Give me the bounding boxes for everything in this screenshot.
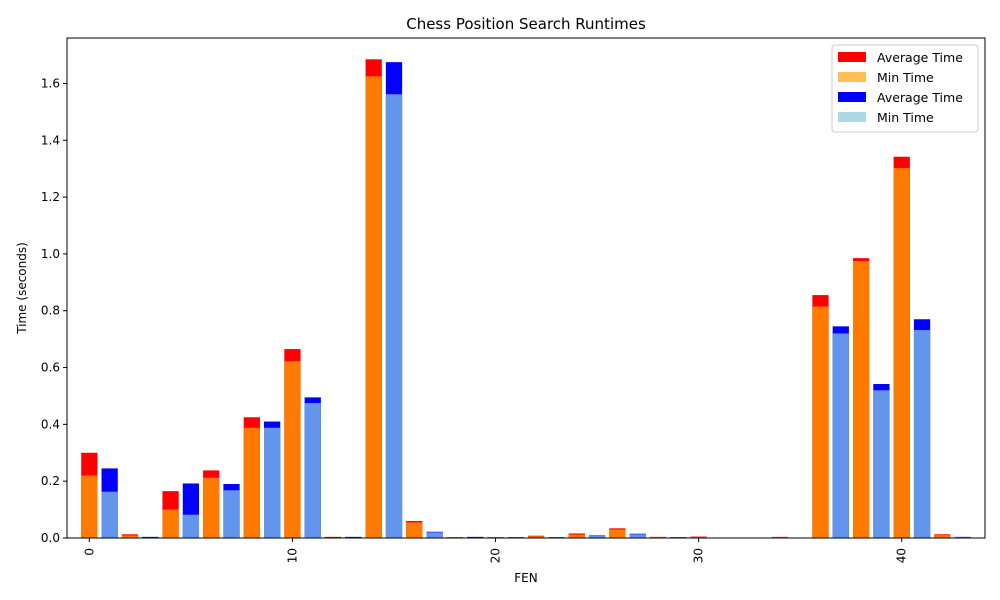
bar-min-a-8 [243,427,260,538]
legend-label-2: Average Time [877,90,963,105]
legend-swatch-0 [838,52,866,62]
bar-min-b-5 [182,514,200,538]
y-tick-label-0: 0.0 [41,531,60,545]
chart-title: Chess Position Search Runtimes [406,15,646,33]
legend-swatch-1 [838,72,866,82]
y-tick-label-2: 0.4 [41,417,60,431]
x-tick-label-30: 30 [692,548,706,563]
y-tick-label-5: 1.0 [41,247,60,261]
legend-label-3: Min Time [877,110,934,125]
bar-min-b-9 [264,427,281,538]
legend-swatch-2 [838,92,866,102]
bars-group [81,59,971,539]
bar-min-a-40 [893,168,910,538]
bar-min-a-22 [528,536,545,538]
y-tick-label-1: 0.2 [41,474,60,488]
y-tick-label-8: 1.6 [41,76,60,90]
bar-min-a-14 [365,76,382,539]
bar-min-a-36 [812,306,829,538]
bar-min-a-2 [121,535,139,538]
plot-area-frame [66,37,986,539]
bar-min-a-38 [852,261,870,538]
bar-min-b-7 [223,490,240,538]
legend-swatch-3 [838,112,866,122]
bar-min-a-16 [406,522,423,538]
bar-min-b-37 [832,333,849,538]
legend-label-1: Min Time [877,70,934,85]
bar-min-b-25 [588,536,606,538]
bar-min-b-39 [873,390,890,538]
legend-label-0: Average Time [877,50,963,65]
legend-frame [831,44,979,133]
bar-min-a-6 [203,477,220,538]
bar-min-b-41 [913,330,931,538]
y-tick-label-7: 1.4 [41,133,60,147]
y-tick-label-4: 0.8 [41,304,60,318]
y-tick-label-6: 1.2 [41,190,60,204]
bar-min-b-17 [426,532,443,538]
legend: Average Time Min Time Average Time Min Time [831,44,979,133]
bar-min-a-42 [934,535,951,538]
bar-min-b-1 [101,491,118,538]
x-tick-label-0: 0 [82,548,96,556]
bar-min-b-15 [385,94,403,538]
y-tick-label-3: 0.6 [41,361,60,375]
bar-min-a-0 [81,475,98,538]
bar-min-a-10 [284,361,301,538]
y-axis: 0.0 0.2 0.4 0.6 0.8 1.0 1.2 1.4 1.6 [41,76,67,545]
bar-min-a-26 [609,529,626,538]
bar-min-a-24 [568,534,585,538]
bar-min-b-11 [304,403,321,538]
bar-min-a-4 [162,509,179,538]
x-axis: 0 10 20 30 40 [82,538,909,563]
bar-min-b-27 [629,534,646,538]
x-axis-label: FEN [514,571,537,585]
y-axis-label: Time (seconds) [15,242,29,335]
x-tick-label-40: 40 [895,548,909,563]
x-tick-label-20: 20 [489,548,503,563]
x-tick-label-10: 10 [285,548,299,563]
